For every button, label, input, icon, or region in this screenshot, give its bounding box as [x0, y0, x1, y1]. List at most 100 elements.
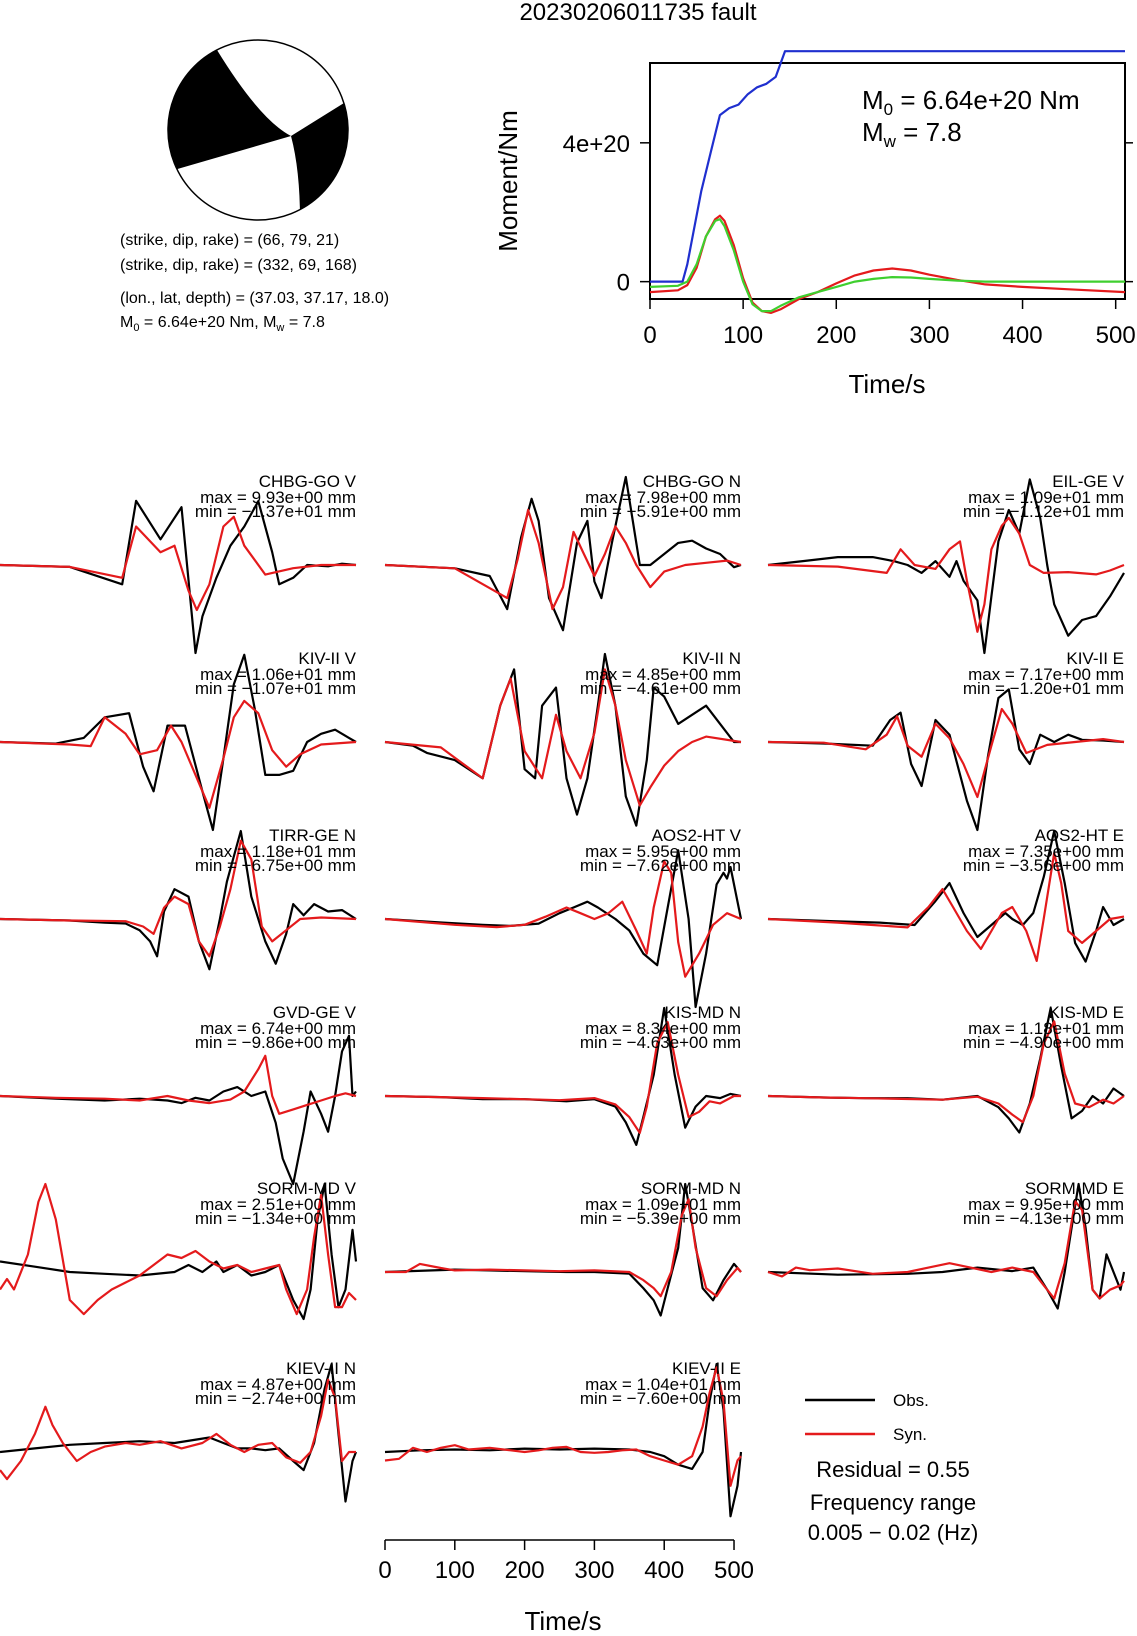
max-amplitude-label: max = 1.09e+01 mm [585, 1195, 741, 1214]
min-amplitude-label: min = −5.91e+00 mm [580, 502, 741, 521]
moment-axes: 0 100 200 300 400 500 0 4e+20 [563, 131, 1136, 349]
moment-x-axis-label: Time/s [848, 369, 925, 399]
station-label: GVD-GE V [273, 1003, 357, 1022]
frequency-range-title: Frequency range [810, 1490, 976, 1515]
max-amplitude-label: max = 9.93e+00 mm [200, 488, 356, 507]
observed-waveform [0, 1182, 358, 1321]
station-label: SORM-MD V [257, 1179, 357, 1198]
min-amplitude-label: min = −7.60e+00 mm [580, 1389, 741, 1408]
legend: Obs. Syn. Residual = 0.55 Frequency rang… [805, 1391, 978, 1545]
station-label: KIV-II V [298, 649, 356, 668]
synthetic-waveform [384, 1021, 741, 1134]
max-amplitude-label: max = 8.34e+00 mm [585, 1019, 741, 1038]
observed-waveform [0, 499, 357, 655]
max-amplitude-label: max = 2.51e+00 mm [200, 1195, 356, 1214]
waveform-x-tick-label: 400 [644, 1557, 684, 1584]
observed-waveform [767, 829, 1125, 963]
station-label: AOS2-HT E [1035, 826, 1124, 845]
synthetic-waveform [384, 1366, 742, 1487]
station-label: KIEV-II N [286, 1359, 356, 1378]
min-amplitude-label: min = −4.63e+00 mm [580, 1033, 741, 1052]
observed-waveform [0, 1034, 357, 1186]
synthetic-waveform [384, 668, 742, 807]
synthetic-waveform [384, 508, 742, 611]
moment-y-tick-label: 0 [617, 270, 630, 297]
synthetic-waveform [0, 1054, 357, 1115]
max-amplitude-label: max = 7.17e+00 mm [968, 665, 1124, 684]
moment-mw-annotation: Mw = 7.8 [862, 117, 962, 151]
moment-series-line-0 [650, 50, 1125, 283]
moment-plot-frame [649, 62, 1126, 300]
station-label: KIV-II E [1066, 649, 1124, 668]
waveform-x-tick-label: 300 [574, 1557, 614, 1584]
moment-x-tick-label: 100 [723, 322, 763, 349]
synthetic-waveform [0, 1378, 356, 1481]
waveform-x-tick-label: 500 [714, 1557, 754, 1584]
max-amplitude-label: max = 7.98e+00 mm [585, 488, 741, 507]
station-label: KIS-MD E [1048, 1003, 1124, 1022]
observed-waveform [767, 478, 1125, 655]
station-label: KIEV-II E [672, 1359, 741, 1378]
station-label: CHBG-GO V [259, 472, 357, 491]
moment-y-axis-label: Moment/Nm [493, 110, 523, 252]
synthetic-waveform [767, 1020, 1125, 1124]
min-amplitude-label: min = −3.56e+00 mm [963, 856, 1124, 875]
station-label: SORM-MD N [641, 1179, 741, 1198]
min-amplitude-label: min = −9.86e+00 mm [195, 1033, 356, 1052]
synthetic-waveform [767, 707, 1125, 799]
synthetic-waveform [0, 839, 357, 958]
moment-m0-annotation: M0 = 6.64e+20 Nm [862, 85, 1080, 119]
moment-x-tick-label: 200 [816, 322, 856, 349]
min-amplitude-label: min = −1.37e+01 mm [195, 502, 356, 521]
station-label: KIS-MD N [665, 1003, 742, 1022]
min-amplitude-label: min = −1.07e+01 mm [195, 679, 356, 698]
moment-x-tick-label: 500 [1096, 322, 1136, 349]
min-amplitude-label: min = −2.74e+00 mm [195, 1389, 356, 1408]
waveform-x-axis-label: Time/s [524, 1606, 601, 1636]
max-amplitude-label: max = 7.35e+00 mm [968, 842, 1124, 861]
max-amplitude-label: max = 1.06e+01 mm [200, 665, 356, 684]
min-amplitude-label: min = −4.61e+00 mm [580, 679, 741, 698]
min-amplitude-label: min = −5.39e+00 mm [580, 1209, 741, 1228]
station-label: SORM-MD E [1025, 1179, 1124, 1198]
synthetic-waveform [0, 515, 356, 612]
moment-magnitude-label: M0 = 6.64e+20 Nm, Mw = 7.8 [120, 314, 325, 334]
waveform-x-tick-label: 100 [435, 1557, 475, 1584]
station-label: TIRR-GE N [269, 826, 356, 845]
figure-title: 20230206011735 fault [519, 0, 756, 26]
min-amplitude-label: min = −1.12e+01 mm [963, 502, 1124, 521]
beachball-icon [167, 39, 349, 221]
synthetic-waveform [0, 699, 357, 809]
min-amplitude-label: min = −1.34e+00 mm [195, 1209, 356, 1228]
frequency-range-value: 0.005 − 0.02 (Hz) [808, 1520, 979, 1545]
moment-x-tick-label: 400 [1003, 322, 1043, 349]
moment-x-tick-label: 300 [909, 322, 949, 349]
residual-label: Residual = 0.55 [816, 1457, 970, 1482]
max-amplitude-label: max = 9.95e+00 mm [968, 1195, 1124, 1214]
min-amplitude-label: min = −4.13e+00 mm [963, 1209, 1124, 1228]
moment-x-tick-label: 0 [643, 322, 656, 349]
synthetic-waveform [0, 1182, 357, 1316]
max-amplitude-label: max = 4.85e+00 mm [585, 665, 741, 684]
min-amplitude-label: min = −4.90e+00 mm [963, 1033, 1124, 1052]
waveform-time-axis: 0 100 200 300 400 500 [378, 1539, 754, 1584]
moment-y-tick-label: 4e+20 [563, 131, 630, 158]
observed-waveform [767, 688, 1125, 832]
legend-obs-label: Obs. [893, 1391, 929, 1410]
max-amplitude-label: max = 1.18e+01 mm [968, 1019, 1124, 1038]
max-amplitude-label: max = 1.09e+01 mm [968, 488, 1124, 507]
